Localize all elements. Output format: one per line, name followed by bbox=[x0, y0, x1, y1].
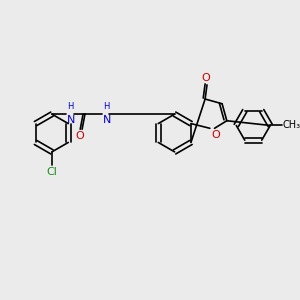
Text: O: O bbox=[76, 131, 85, 141]
Text: CH₃: CH₃ bbox=[283, 121, 300, 130]
Text: O: O bbox=[202, 73, 210, 83]
Text: N: N bbox=[103, 115, 111, 125]
Text: H: H bbox=[67, 102, 74, 111]
Text: O: O bbox=[212, 130, 220, 140]
Text: H: H bbox=[103, 102, 109, 111]
Text: N: N bbox=[67, 115, 75, 125]
Text: Cl: Cl bbox=[46, 167, 57, 177]
